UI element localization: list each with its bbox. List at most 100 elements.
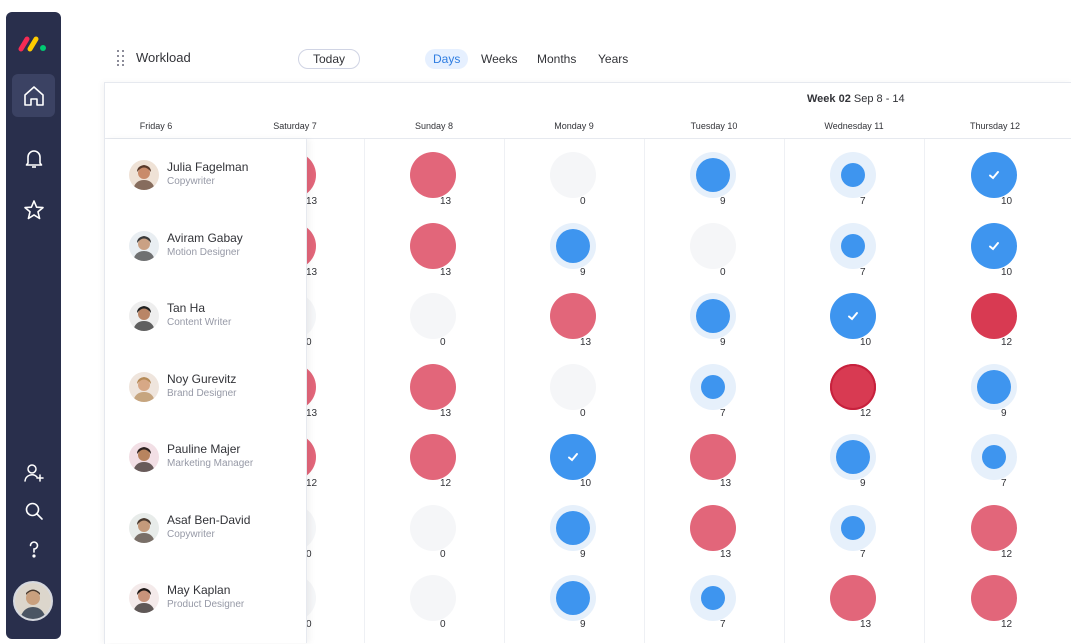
workload-cell[interactable]: 9 (550, 575, 596, 630)
invite-members-button[interactable] (12, 451, 55, 494)
home-button[interactable] (12, 74, 55, 117)
workload-cell[interactable]: 10 (830, 293, 876, 348)
workload-cell[interactable]: 12 (971, 505, 1017, 560)
workload-cell[interactable]: 7 (830, 505, 876, 560)
workload-board (104, 82, 1071, 644)
workload-cell[interactable]: 7 (830, 152, 876, 207)
invite-user-icon (23, 463, 44, 482)
left-sidebar (6, 12, 61, 639)
workload-cell[interactable]: 7 (830, 223, 876, 278)
workload-indicator (841, 163, 865, 187)
workload-count: 0 (440, 337, 446, 348)
workload-cell[interactable]: 7 (690, 575, 736, 630)
workload-cell[interactable]: 9 (830, 434, 876, 489)
workload-cell[interactable]: 12 (410, 434, 456, 489)
workload-count: 0 (580, 408, 586, 419)
workload-cell[interactable]: 10 (971, 223, 1017, 278)
workload-count: 13 (860, 619, 872, 630)
workload-indicator (690, 434, 736, 480)
workload-count: 7 (860, 267, 866, 278)
scale-years-button[interactable]: Years (598, 52, 629, 66)
workload-cell[interactable]: 12 (830, 364, 876, 419)
favorites-button[interactable] (12, 188, 55, 231)
person-role: Brand Designer (167, 388, 237, 399)
scale-months-button[interactable]: Months (537, 52, 577, 66)
workload-count: 13 (306, 267, 318, 278)
scale-days-button[interactable]: Days (425, 49, 469, 69)
workload-cell[interactable]: 13 (690, 505, 736, 560)
workload-indicator (690, 223, 736, 269)
workload-cell[interactable]: 13 (830, 575, 876, 630)
workload-cell[interactable]: 7 (971, 434, 1017, 489)
workload-indicator (971, 505, 1017, 551)
workload-count: 12 (1001, 337, 1013, 348)
workload-cell[interactable]: 13 (410, 364, 456, 419)
workload-cell[interactable]: 0 (410, 293, 456, 348)
workload-count: 13 (306, 408, 318, 419)
workload-count: 9 (860, 478, 866, 489)
header-divider (105, 138, 1071, 139)
person-role: Marketing Manager (167, 458, 254, 469)
workload-count: 0 (306, 619, 312, 630)
workload-cell[interactable]: 9 (971, 364, 1017, 419)
person-avatar (129, 583, 159, 613)
week-label: Week 02 Sep 8 - 14 (807, 93, 905, 105)
person-photo-icon (129, 513, 159, 543)
workload-indicator (410, 575, 456, 621)
workload-count: 0 (306, 549, 312, 560)
workload-cell[interactable]: 13 (550, 293, 596, 348)
workload-cell[interactable]: 0 (410, 575, 456, 630)
workload-cell[interactable]: 12 (971, 293, 1017, 348)
workload-cell[interactable]: 10 (971, 152, 1017, 207)
workload-cell[interactable]: 9 (550, 223, 596, 278)
today-button[interactable]: Today (298, 49, 360, 69)
workload-count: 12 (440, 478, 452, 489)
week-number: Week 02 (807, 93, 851, 105)
person-role: Motion Designer (167, 247, 240, 258)
workload-indicator (696, 299, 730, 333)
workload-indicator (410, 434, 456, 480)
workload-cell[interactable]: 13 (690, 434, 736, 489)
column-divider (504, 139, 505, 643)
workload-cell[interactable]: 13 (410, 152, 456, 207)
person-photo-icon (129, 160, 159, 190)
workload-cell[interactable]: 7 (690, 364, 736, 419)
person-avatar (129, 442, 159, 472)
check-icon (989, 242, 999, 251)
workload-indicator (690, 505, 736, 551)
workload-cell[interactable]: 0 (690, 223, 736, 278)
day-header: Tuesday 10 (690, 121, 738, 131)
day-header: Monday 9 (554, 121, 594, 131)
workload-cell[interactable]: 9 (690, 152, 736, 207)
workload-cell[interactable]: 10 (550, 434, 596, 489)
search-button[interactable] (12, 489, 55, 532)
workload-count: 7 (720, 408, 726, 419)
workload-cell[interactable]: 9 (690, 293, 736, 348)
drag-handle-icon[interactable] (117, 50, 127, 66)
scale-weeks-button[interactable]: Weeks (481, 52, 518, 66)
workload-indicator (410, 152, 456, 198)
day-header: Saturday 7 (273, 121, 317, 131)
notifications-button[interactable] (12, 136, 55, 179)
workload-count: 12 (306, 478, 318, 489)
workload-indicator (410, 364, 456, 410)
workload-cell[interactable]: 0 (550, 364, 596, 419)
profile-photo-icon (15, 583, 51, 619)
workload-count: 13 (440, 196, 452, 207)
workload-count: 13 (720, 549, 732, 560)
person-avatar (129, 301, 159, 331)
workload-cell[interactable]: 0 (550, 152, 596, 207)
help-button[interactable] (12, 527, 55, 570)
monday-logo-icon[interactable] (18, 34, 50, 54)
workload-count: 13 (440, 267, 452, 278)
workload-cell[interactable]: 13 (410, 223, 456, 278)
user-avatar[interactable] (13, 581, 53, 621)
workload-cell[interactable]: 9 (550, 505, 596, 560)
person-name: Asaf Ben-David (167, 513, 251, 527)
workload-indicator (982, 445, 1006, 469)
workload-cell[interactable]: 12 (971, 575, 1017, 630)
person-role: Copywriter (167, 176, 215, 187)
workload-cell[interactable]: 0 (410, 505, 456, 560)
person-photo-icon (129, 442, 159, 472)
person-name: Julia Fagelman (167, 160, 249, 174)
